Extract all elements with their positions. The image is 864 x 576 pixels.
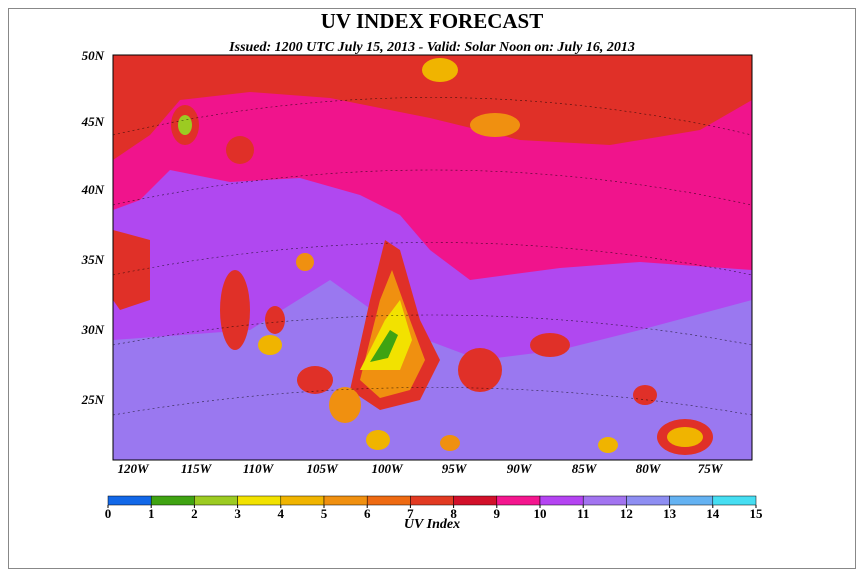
colorbar-tick-label: 3	[234, 506, 241, 521]
colorbar-tick-label: 7	[407, 506, 414, 521]
colorbar-segment	[539, 495, 584, 506]
lat-label: 45N	[81, 114, 105, 129]
colorbar-segment	[194, 495, 238, 506]
lon-label: 75W	[698, 461, 724, 476]
colorbar-tick-label: 10	[534, 506, 547, 521]
colorbar-segment	[626, 495, 670, 506]
lon-label: 100W	[371, 461, 404, 476]
colorbar-tick-label: 14	[706, 506, 720, 521]
colorbar-segment	[107, 495, 152, 506]
colorbar-segment	[366, 495, 411, 506]
colorbar-tick-label: 2	[191, 506, 198, 521]
colorbar-segment	[280, 495, 325, 506]
colorbar-tick-label: 8	[450, 506, 457, 521]
map-border	[112, 54, 753, 461]
lat-label: 30N	[81, 322, 105, 337]
colorbar-tick-label: 13	[663, 506, 677, 521]
colorbar-segment	[237, 495, 282, 506]
lon-label: 105W	[306, 461, 339, 476]
colorbar-tick-label: 9	[494, 506, 501, 521]
subtitle: Issued: 1200 UTC July 15, 2013 - Valid: …	[228, 40, 635, 55]
lon-label: 80W	[636, 461, 662, 476]
colorbar-label: UV Index	[404, 517, 460, 532]
colorbar-tick-label: 4	[278, 506, 285, 521]
colorbar-segment	[582, 495, 627, 506]
colorbar-segment	[712, 495, 757, 506]
lat-label: 25N	[81, 392, 105, 407]
colorbar-segment	[453, 495, 498, 506]
colorbar-segment	[323, 495, 368, 506]
lat-label: 35N	[81, 252, 105, 267]
colorbar-segment	[410, 495, 454, 506]
lon-label: 85W	[572, 461, 598, 476]
colorbar-tick-label: 1	[148, 506, 155, 521]
colorbar-tick-label: 0	[105, 506, 112, 521]
lat-label: 40N	[81, 182, 105, 197]
colorbar-tick-label: 6	[364, 506, 371, 521]
colorbar-segment	[496, 495, 541, 506]
lon-label: 120W	[117, 461, 150, 476]
lon-label: 110W	[243, 461, 275, 476]
lat-label: 50N	[82, 48, 105, 63]
colorbar-segment	[669, 495, 714, 506]
colorbar-tick-label: 11	[577, 506, 589, 521]
uv-map	[113, 55, 752, 460]
lon-label: 115W	[181, 461, 213, 476]
lon-label: 90W	[507, 461, 533, 476]
colorbar-tick-label: 5	[321, 506, 328, 521]
colorbar-tick-label: 12	[620, 506, 633, 521]
colorbar-segment	[150, 495, 195, 506]
colorbar-tick-label: 15	[750, 506, 764, 521]
title: UV INDEX FORECAST	[321, 9, 543, 33]
lon-label: 95W	[442, 461, 468, 476]
